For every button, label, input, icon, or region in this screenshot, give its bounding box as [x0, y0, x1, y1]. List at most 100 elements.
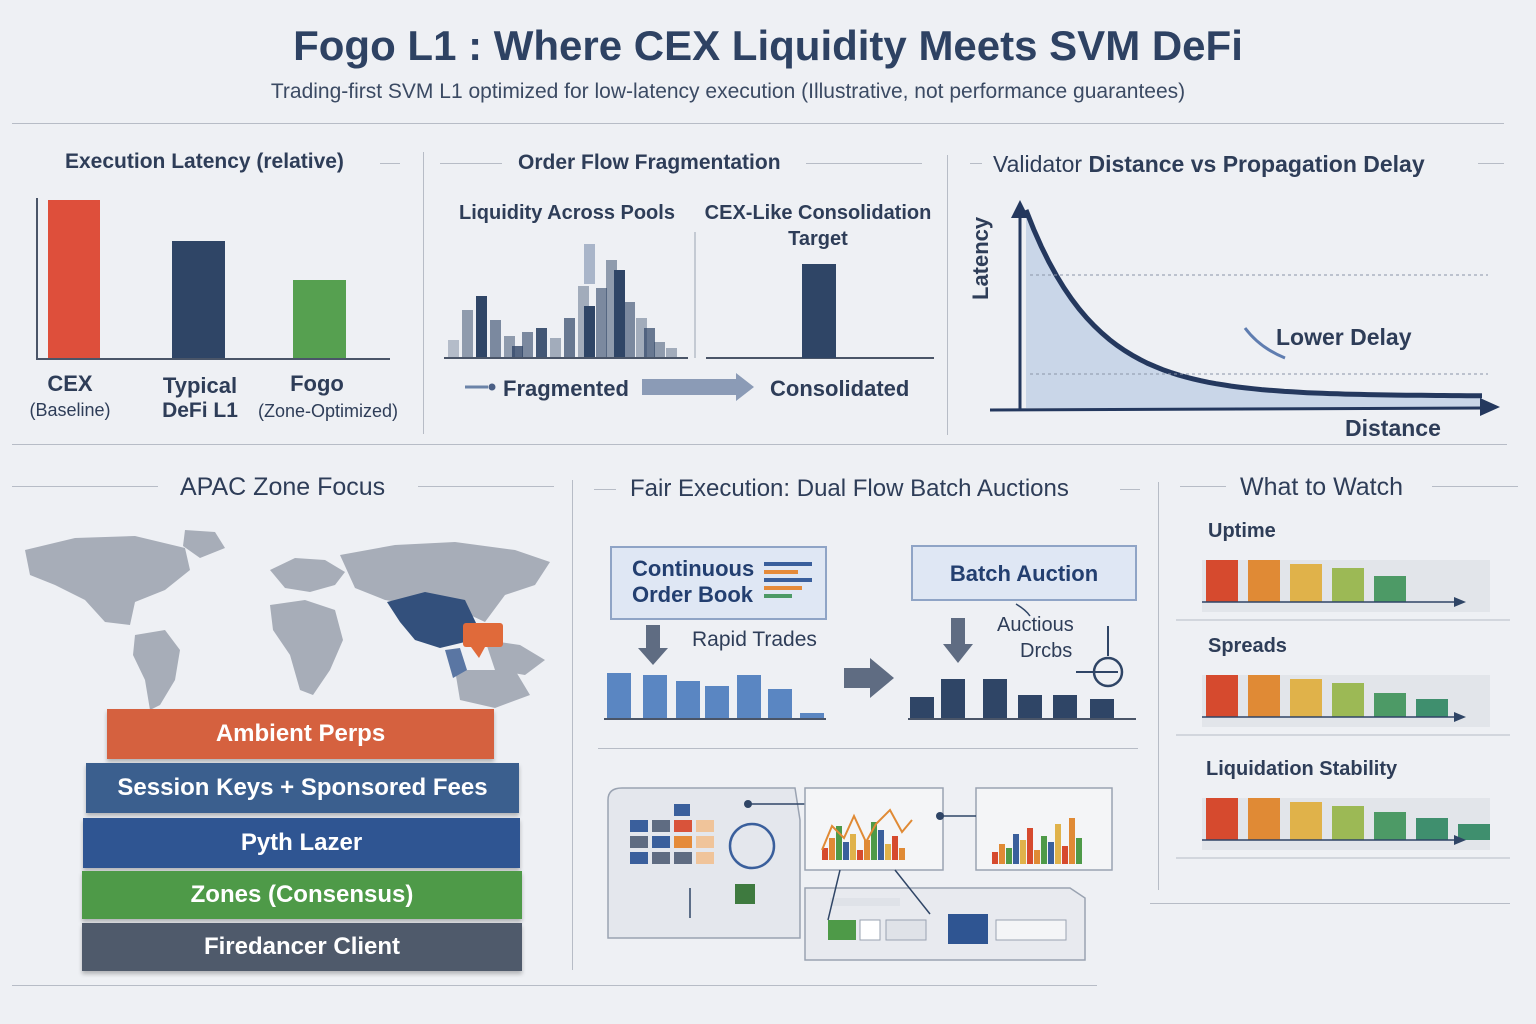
panel-divider-1 — [423, 152, 424, 434]
validator-title-prefix: Validator — [993, 151, 1089, 177]
batch-auction-bar — [983, 679, 1007, 719]
watch-item-label-1: Spreads — [1208, 635, 1287, 657]
validator-x-arrow — [1480, 398, 1500, 416]
consolidation-title-line2: Target — [788, 228, 848, 250]
watch-bar — [1248, 798, 1280, 840]
watch-item-label-0: Uptime — [1208, 520, 1276, 542]
batch-auction-bar — [1053, 695, 1077, 719]
validator-title-bold: Distance vs Propagation Delay — [1088, 151, 1425, 177]
pool-bar — [564, 318, 575, 358]
validator-title-rule-left — [970, 163, 982, 164]
dashboard-chart-2 — [992, 818, 1082, 864]
latency-sublabel-cex: (Baseline) — [29, 400, 111, 420]
continuous-trade-bar — [705, 686, 729, 719]
watch-axis-arrow — [1454, 597, 1466, 607]
dashboard-bar — [822, 848, 828, 860]
latency-label-fogo: Fogo — [290, 371, 344, 396]
dashboard-bar — [1076, 838, 1082, 864]
watch-bar — [1374, 812, 1406, 840]
batch-auction-bars — [910, 679, 1114, 719]
dashboard-bar — [864, 840, 870, 860]
watch-bar — [1290, 679, 1322, 717]
batch-auction-bar — [910, 697, 934, 719]
watch-bar — [1458, 824, 1490, 840]
delay-area — [1026, 210, 1482, 408]
watch-item-label-2: Liquidation Stability — [1206, 758, 1398, 780]
validator-x-label: Distance — [1345, 415, 1441, 441]
pool-bar — [636, 318, 647, 358]
connector-node-3 — [936, 812, 944, 820]
latency-sublabel-typical: DeFi L1 — [162, 399, 238, 422]
dashboard-chart-1 — [821, 808, 913, 860]
watch-axis-arrow — [1454, 835, 1466, 845]
dashboard-trend-line — [821, 808, 913, 851]
dashboard-bar — [1020, 840, 1026, 864]
apac-region-highlight — [387, 592, 477, 648]
watch-item-chart-1 — [1176, 675, 1510, 736]
batch-auction-bar — [1018, 695, 1042, 719]
fragmented-arrow-dot — [488, 383, 496, 391]
dashboard-bar — [871, 822, 877, 860]
pool-bar — [606, 260, 617, 358]
pool-bar — [614, 270, 625, 358]
validator-panel-title: Validator Distance vs Propagation Delay — [993, 151, 1425, 178]
fragmentation-chart — [444, 232, 934, 401]
apac-zone-marker-pin — [471, 647, 485, 658]
server-rack-panels — [828, 898, 1067, 944]
watch-axis-arrow — [1454, 712, 1466, 722]
watch-title-rule-right — [1432, 486, 1518, 487]
dashboard-bar — [892, 836, 898, 860]
validator-y-arrow — [1011, 200, 1029, 218]
fragmentation-title-rule-left — [440, 163, 502, 164]
dashboard-bar — [1034, 850, 1040, 864]
pool-bar — [462, 310, 473, 358]
watch-item-chart-2 — [1176, 798, 1510, 859]
pool-bar — [666, 348, 677, 358]
continuous-trade-bar — [643, 675, 667, 719]
connector-5 — [894, 869, 931, 915]
consolidated-label: Consolidated — [770, 376, 910, 401]
pool-bar — [644, 328, 655, 358]
fragmented-label: Fragmented — [503, 376, 629, 401]
pool-bar-peak — [584, 244, 595, 284]
order-book-icon — [764, 562, 812, 598]
dashboard-bar — [878, 830, 884, 860]
watch-bar — [1416, 699, 1448, 717]
connector-node-1 — [744, 800, 752, 808]
panel-divider-3 — [572, 480, 573, 970]
rapid-trades-label: Rapid Trades — [692, 628, 817, 651]
world-map — [25, 530, 550, 710]
batch-down-arrow-head — [943, 644, 973, 663]
auction-title-rule-right — [1120, 489, 1140, 490]
validator-y-label: Latency — [968, 216, 993, 300]
pool-bar — [550, 338, 561, 358]
latency-panel-title: Execution Latency (relative) — [65, 150, 344, 173]
dashboard-bar — [1006, 848, 1012, 864]
auction-inner-divider — [598, 748, 1138, 749]
watch-bar — [1332, 806, 1364, 840]
watch-bar — [1248, 560, 1280, 602]
validator-chart — [989, 200, 1500, 416]
pool-bar — [584, 306, 595, 358]
pool-bar — [504, 336, 515, 358]
pool-bar — [624, 302, 635, 358]
batch-down-arrow-shaft — [951, 618, 965, 646]
dashboard-bar — [857, 850, 863, 860]
validator-title-rule-right — [1478, 163, 1504, 164]
panel-divider-2 — [947, 155, 948, 435]
auction-flow-chart — [604, 603, 1136, 720]
batch-auction-box: Batch Auction — [911, 545, 1137, 601]
latency-y-axis — [36, 198, 38, 360]
apac-zone-marker — [463, 623, 503, 647]
auction-label-line2: Drcbs — [1020, 640, 1073, 662]
auction-label-line1: Auctious — [997, 614, 1074, 636]
dashboard-bar — [899, 848, 905, 860]
dashboard-bar — [1055, 824, 1061, 864]
consolidated-bar — [802, 264, 836, 358]
dashboard-bar — [850, 834, 856, 860]
terminal-grid — [630, 804, 714, 864]
header-divider — [12, 123, 1504, 124]
auction-title-rule-left — [594, 489, 616, 490]
auction-panel-title: Fair Execution: Dual Flow Batch Auctions — [630, 475, 1069, 502]
lower-delay-pointer — [1243, 327, 1286, 360]
